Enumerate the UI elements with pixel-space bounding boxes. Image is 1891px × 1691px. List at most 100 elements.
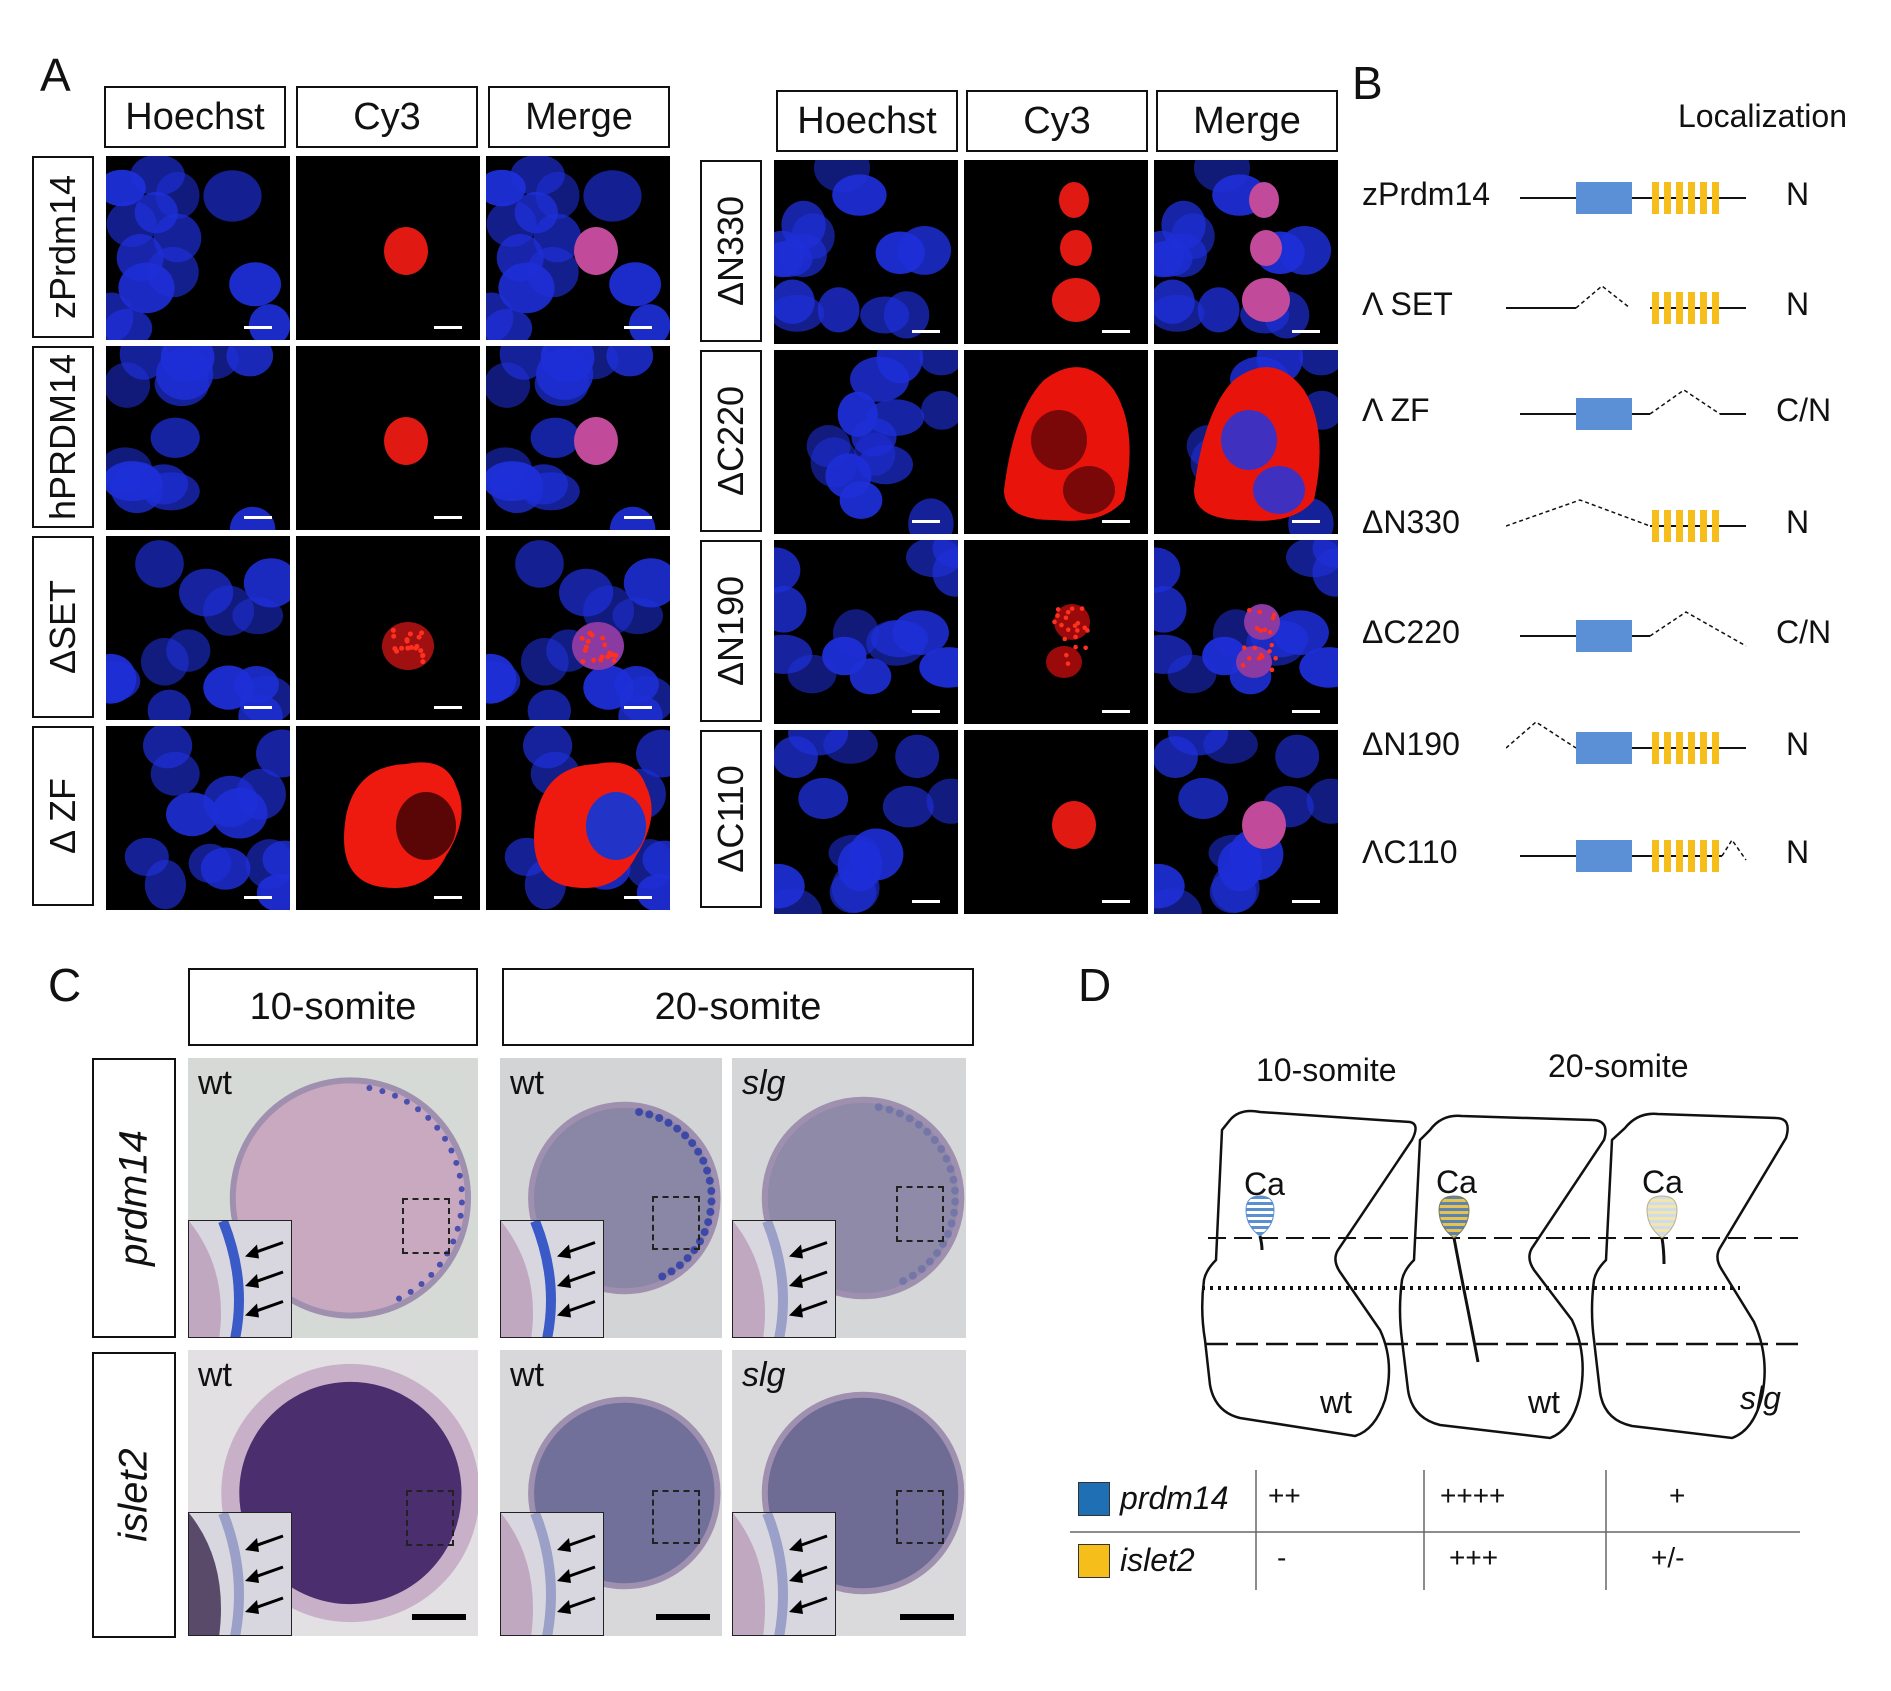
cap-cell-2 [1439,1196,1469,1238]
scale-bar [1292,520,1320,523]
magnified-inset [500,1220,604,1338]
row-label-zprdm14: zPrdm14 [32,156,94,338]
embryo-image-6: slg [732,1350,966,1636]
micrograph-left-r4-c3 [486,726,670,910]
panel-letter-a: A [40,48,71,102]
somite-label-1: wt [1320,1384,1352,1421]
scale-bar [1292,330,1320,333]
micrograph-right-r4-c3 [1154,730,1338,914]
dashed-region-box [652,1490,700,1544]
dashed-region-box [896,1186,944,1242]
construct-localization: N [1786,176,1809,213]
micrograph-left-r3-c2 [296,536,480,720]
row-label-dn190: ΔN190 [700,540,762,722]
scale-bar [434,706,462,709]
micrograph-left-r4-c2 [296,726,480,910]
construct-name: ΔN190 [1362,726,1460,763]
micrograph-right-r2-c3 [1154,350,1338,534]
micrograph-right-r3-c1 [774,540,958,724]
header-hoechst-right: Hoechst [776,90,958,152]
header-10-somite-c: 10-somite [188,968,478,1046]
embryo-image-1: wt [188,1058,478,1338]
micrograph-right-r2-c1 [774,350,958,534]
scale-bar [912,520,940,523]
scale-bar [1102,710,1130,713]
header-merge-left: Merge [488,86,670,148]
legend-swatch-islet2 [1078,1544,1110,1578]
embryo-image-4: wt [188,1350,478,1636]
scale-bar [412,1614,466,1620]
micrograph-left-r4-c1 [106,726,290,910]
somite-label-3: slg [1740,1380,1781,1417]
micrograph-right-r1-c2 [964,160,1148,344]
header-hoechst-left: Hoechst [104,86,286,148]
micrograph-right-r1-c1 [774,160,958,344]
cap-axon-3 [1662,1238,1664,1264]
scale-bar [900,1614,954,1620]
micrograph-left-r1-c2 [296,156,480,340]
row-label-islet2-text: islet2 [112,1448,157,1541]
construct-localization: N [1786,286,1809,323]
scale-bar [1292,900,1320,903]
localization-header: Localization [1678,98,1847,135]
construct-name: ΔN330 [1362,504,1460,541]
embryo-image-2: wt [500,1058,722,1338]
panel-letter-c: C [48,958,81,1012]
construct-localization: N [1786,504,1809,541]
micrograph-left-r3-c1 [106,536,290,720]
micrograph-right-r1-c3 [1154,160,1338,344]
header-merge-right: Merge [1156,90,1338,152]
stage-label-10-somite-d: 10-somite [1256,1052,1397,1089]
table-cell: +++ [1449,1542,1498,1574]
construct-diagram [1506,384,1776,444]
construct-name: zPrdm14 [1362,176,1490,213]
row-label-zprdm14-text: zPrdm14 [42,175,84,319]
scale-bar [1292,710,1320,713]
scale-bar [434,326,462,329]
somite-outline-1 [1202,1111,1415,1436]
cap-axon-1 [1260,1236,1262,1250]
embryo-genotype-label: wt [510,1356,544,1395]
construct-diagram [1506,496,1776,556]
row-label-dc110-text: ΔC110 [710,765,752,872]
row-label-prdm14: prdm14 [92,1058,176,1338]
scale-bar [624,896,652,899]
dashed-region-box [406,1490,454,1546]
row-label-dn190-text: ΔN190 [710,576,752,686]
scale-bar [434,896,462,899]
row-label-dn330-text: ΔN330 [710,196,752,306]
embryo-image-5: wt [500,1350,722,1636]
construct-localization: C/N [1776,392,1831,429]
table-cell: + [1669,1480,1685,1512]
row-label-prdm14-text: prdm14 [112,1130,157,1266]
panel-letter-b: B [1352,56,1383,110]
micrograph-left-r1-c3 [486,156,670,340]
scale-bar [244,516,272,519]
table-gene-prdm14: prdm14 [1120,1480,1229,1517]
construct-diagram [1506,826,1776,886]
micrograph-right-r3-c3 [1154,540,1338,724]
header-cy3-right: Cy3 [966,90,1148,152]
row-label-dc220-text: ΔC220 [710,386,752,496]
scale-bar [912,900,940,903]
embryo-genotype-label: wt [510,1064,544,1103]
cap-label-1: Ca [1244,1166,1285,1203]
magnified-inset [500,1512,604,1636]
scale-bar [244,706,272,709]
cap-cell-3 [1647,1196,1677,1238]
magnified-inset [188,1220,292,1338]
micrograph-right-r3-c2 [964,540,1148,724]
table-cell: ++++ [1440,1480,1505,1512]
somite-outline-2 [1400,1116,1606,1438]
construct-localization: N [1786,726,1809,763]
construct-name: ΛC110 [1362,834,1458,871]
panel-letter-d: D [1078,958,1111,1012]
row-label-dn330: ΔN330 [700,160,762,342]
cap-label-3: Ca [1642,1164,1683,1201]
header-20-somite-c: 20-somite [502,968,974,1046]
dashed-region-box [652,1196,700,1250]
scale-bar [624,326,652,329]
micrograph-left-r1-c1 [106,156,290,340]
construct-diagram [1506,718,1776,778]
scale-bar [244,896,272,899]
